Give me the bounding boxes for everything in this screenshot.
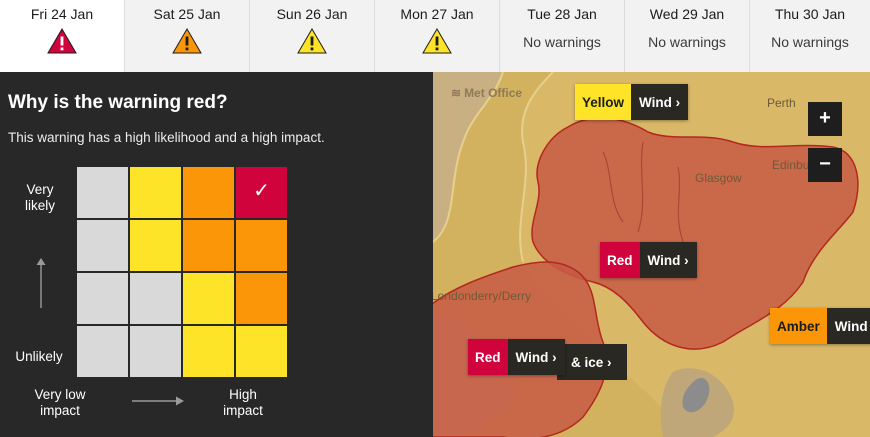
warning-type-text: Wind bbox=[647, 252, 681, 268]
amber-wind-warning-label[interactable]: Amber Wind bbox=[770, 308, 870, 344]
yellow-warning-icon bbox=[422, 28, 452, 54]
day-tab-fri-24[interactable]: Fri 24 Jan bbox=[0, 0, 125, 72]
warning-level: Red bbox=[468, 339, 508, 375]
day-tab-tue-28[interactable]: Tue 28 Jan No warnings bbox=[500, 0, 625, 72]
chevron-right-icon: › bbox=[684, 252, 689, 268]
day-tab-sun-26[interactable]: Sun 26 Jan bbox=[250, 0, 375, 72]
matrix-cell bbox=[182, 325, 235, 378]
arrow-up-icon bbox=[36, 258, 46, 308]
day-tab-thu-30[interactable]: Thu 30 Jan No warnings bbox=[750, 0, 870, 72]
warning-explanation-panel: Why is the warning red? This warning has… bbox=[0, 72, 433, 437]
impact-high-label: High impact bbox=[223, 387, 263, 418]
check-icon: ✓ bbox=[253, 180, 270, 202]
matrix-cell bbox=[235, 272, 288, 325]
warning-type-text: Wind bbox=[834, 318, 868, 334]
day-tab-note: No warnings bbox=[648, 34, 726, 50]
warning-level: Red bbox=[600, 242, 640, 278]
matrix-cell bbox=[182, 166, 235, 219]
warning-level: Amber bbox=[770, 308, 827, 344]
red-warning-icon bbox=[47, 28, 77, 54]
matrix-cell bbox=[76, 219, 129, 272]
warning-type: Wind › bbox=[639, 242, 697, 278]
arrow-right-icon bbox=[132, 396, 184, 406]
wind-and-ice-warning-tab[interactable]: & ice › bbox=[557, 344, 627, 380]
zoom-out-button[interactable]: − bbox=[808, 148, 842, 182]
map-canvas bbox=[433, 72, 870, 437]
day-tab-label: Fri 24 Jan bbox=[30, 6, 94, 22]
yellow-warning-icon bbox=[297, 28, 327, 54]
panel-description: This warning has a high likelihood and a… bbox=[8, 130, 325, 145]
met-office-logo-icon: ≋ bbox=[451, 86, 462, 100]
warning-type-text: Wind bbox=[515, 349, 549, 365]
warning-type: Wind › bbox=[631, 84, 689, 120]
day-tab-label: Sun 26 Jan bbox=[276, 6, 348, 22]
matrix-cell bbox=[76, 272, 129, 325]
warning-type: Wind bbox=[826, 308, 870, 344]
map-attribution: ≋ Met Office bbox=[451, 86, 522, 100]
matrix-cell bbox=[129, 219, 182, 272]
warning-type: Wind › bbox=[507, 339, 565, 375]
amber-warning-icon bbox=[172, 28, 202, 54]
panel-title: Why is the warning red? bbox=[8, 92, 228, 113]
place-londonderry: Londonderry/Derry bbox=[433, 289, 532, 303]
likelihood-low-label: Unlikely bbox=[15, 349, 63, 364]
matrix-cell bbox=[129, 272, 182, 325]
day-tab-mon-27[interactable]: Mon 27 Jan bbox=[375, 0, 500, 72]
zoom-in-button[interactable]: + bbox=[808, 102, 842, 136]
matrix-cell bbox=[129, 325, 182, 378]
day-tab-sat-25[interactable]: Sat 25 Jan bbox=[125, 0, 250, 72]
chevron-right-icon: › bbox=[552, 349, 557, 365]
red-wind-warning-label-scotland[interactable]: Red Wind › bbox=[600, 242, 697, 278]
chevron-right-icon: › bbox=[675, 94, 681, 110]
matrix-cell bbox=[235, 325, 288, 378]
warning-level: Yellow bbox=[575, 84, 632, 120]
matrix-cell bbox=[182, 219, 235, 272]
place-edinburgh: Edinbu bbox=[772, 158, 810, 172]
risk-matrix: ✓ bbox=[76, 166, 288, 378]
impact-low-label: Very low impact bbox=[34, 387, 86, 418]
red-wind-warning-label-ni[interactable]: Red Wind › bbox=[468, 339, 565, 375]
attribution-text: Met Office bbox=[464, 86, 523, 100]
day-tab-label: Sat 25 Jan bbox=[153, 6, 221, 22]
matrix-cell-selected: ✓ bbox=[235, 166, 288, 219]
yellow-wind-warning-label[interactable]: Yellow Wind › bbox=[575, 84, 689, 120]
day-tab-label: Thu 30 Jan bbox=[774, 6, 846, 22]
day-tab-label: Mon 27 Jan bbox=[400, 6, 474, 22]
matrix-cell bbox=[235, 219, 288, 272]
matrix-cell bbox=[129, 166, 182, 219]
matrix-cell bbox=[76, 325, 129, 378]
warning-type-text: Wind bbox=[639, 94, 672, 110]
day-tab-note: No warnings bbox=[771, 34, 849, 50]
day-tab-wed-29[interactable]: Wed 29 Jan No warnings bbox=[625, 0, 750, 72]
day-tab-label: Tue 28 Jan bbox=[527, 6, 597, 22]
day-tabs: Fri 24 Jan Sat 25 Jan Sun 26 Jan bbox=[0, 0, 870, 72]
matrix-cell bbox=[76, 166, 129, 219]
day-tab-note: No warnings bbox=[523, 34, 601, 50]
warnings-map[interactable]: ≋ Met Office Perth Glasgow Edinbu London… bbox=[433, 72, 870, 437]
place-perth: Perth bbox=[767, 96, 796, 110]
matrix-cell bbox=[182, 272, 235, 325]
day-tab-label: Wed 29 Jan bbox=[649, 6, 725, 22]
place-glasgow: Glasgow bbox=[695, 171, 742, 185]
likelihood-high-label: Very likely bbox=[24, 182, 55, 213]
